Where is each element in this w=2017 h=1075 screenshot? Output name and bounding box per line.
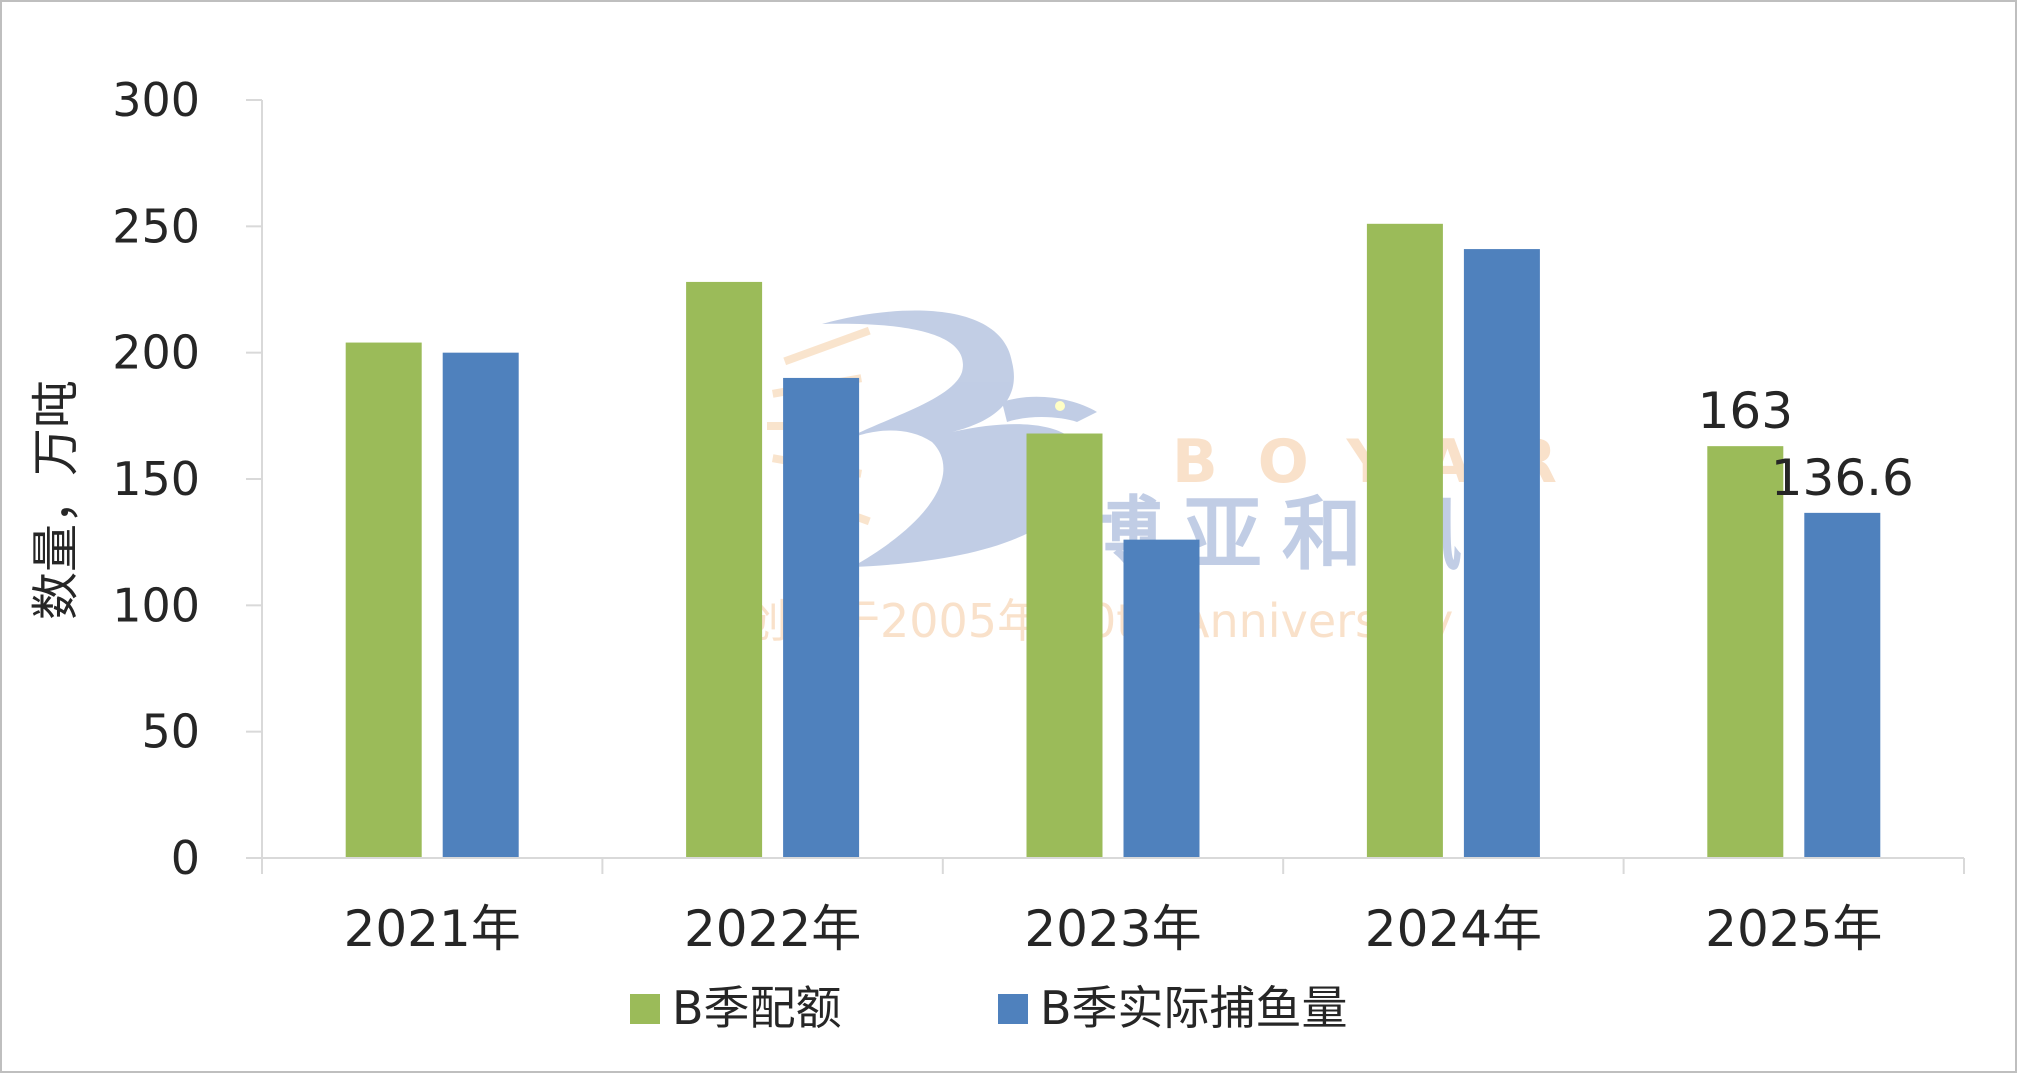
legend-swatch (630, 994, 660, 1024)
axes-layer (246, 99, 1965, 874)
data-label: 136.6 (1771, 449, 1914, 507)
labels-layer: 0 50 100 150 200 250 300 2021年 2022年 2023年 2024年 20… (112, 73, 1914, 958)
bar-quota (686, 281, 763, 858)
y-tick-label: 200 (112, 326, 200, 380)
legend-label: B季配额 (672, 981, 842, 1035)
bar-quota (1707, 446, 1784, 858)
bar-quota (1026, 433, 1103, 858)
y-tick-label: 0 (171, 831, 200, 885)
bar-catch (783, 377, 860, 858)
legend-label: B季实际捕鱼量 (1040, 981, 1348, 1035)
y-tick-label: 250 (112, 199, 200, 253)
y-tick-label: 50 (141, 705, 200, 759)
x-category-label: 2023年 (1024, 900, 1201, 958)
x-category-label: 2025年 (1705, 900, 1882, 958)
bar-catch (1804, 512, 1881, 858)
bars-layer (345, 223, 1881, 859)
x-category-label: 2022年 (684, 900, 861, 958)
y-axis-title: 数量，万吨 (28, 380, 84, 620)
bar-catch (1463, 249, 1540, 858)
bar-catch (1123, 539, 1200, 858)
legend-swatch (998, 994, 1028, 1024)
y-tick-label: 300 (112, 73, 200, 127)
x-category-label: 2024年 (1365, 900, 1542, 958)
bar-quota (1366, 223, 1443, 859)
bar-quota (345, 342, 422, 858)
bar-catch (442, 352, 519, 858)
data-label: 163 (1698, 382, 1793, 440)
y-tick-label: 100 (112, 578, 200, 632)
legend: B季配额 B季实际捕鱼量 (630, 981, 1348, 1035)
y-tick-label: 150 (112, 452, 200, 506)
x-category-label: 2021年 (344, 900, 521, 958)
